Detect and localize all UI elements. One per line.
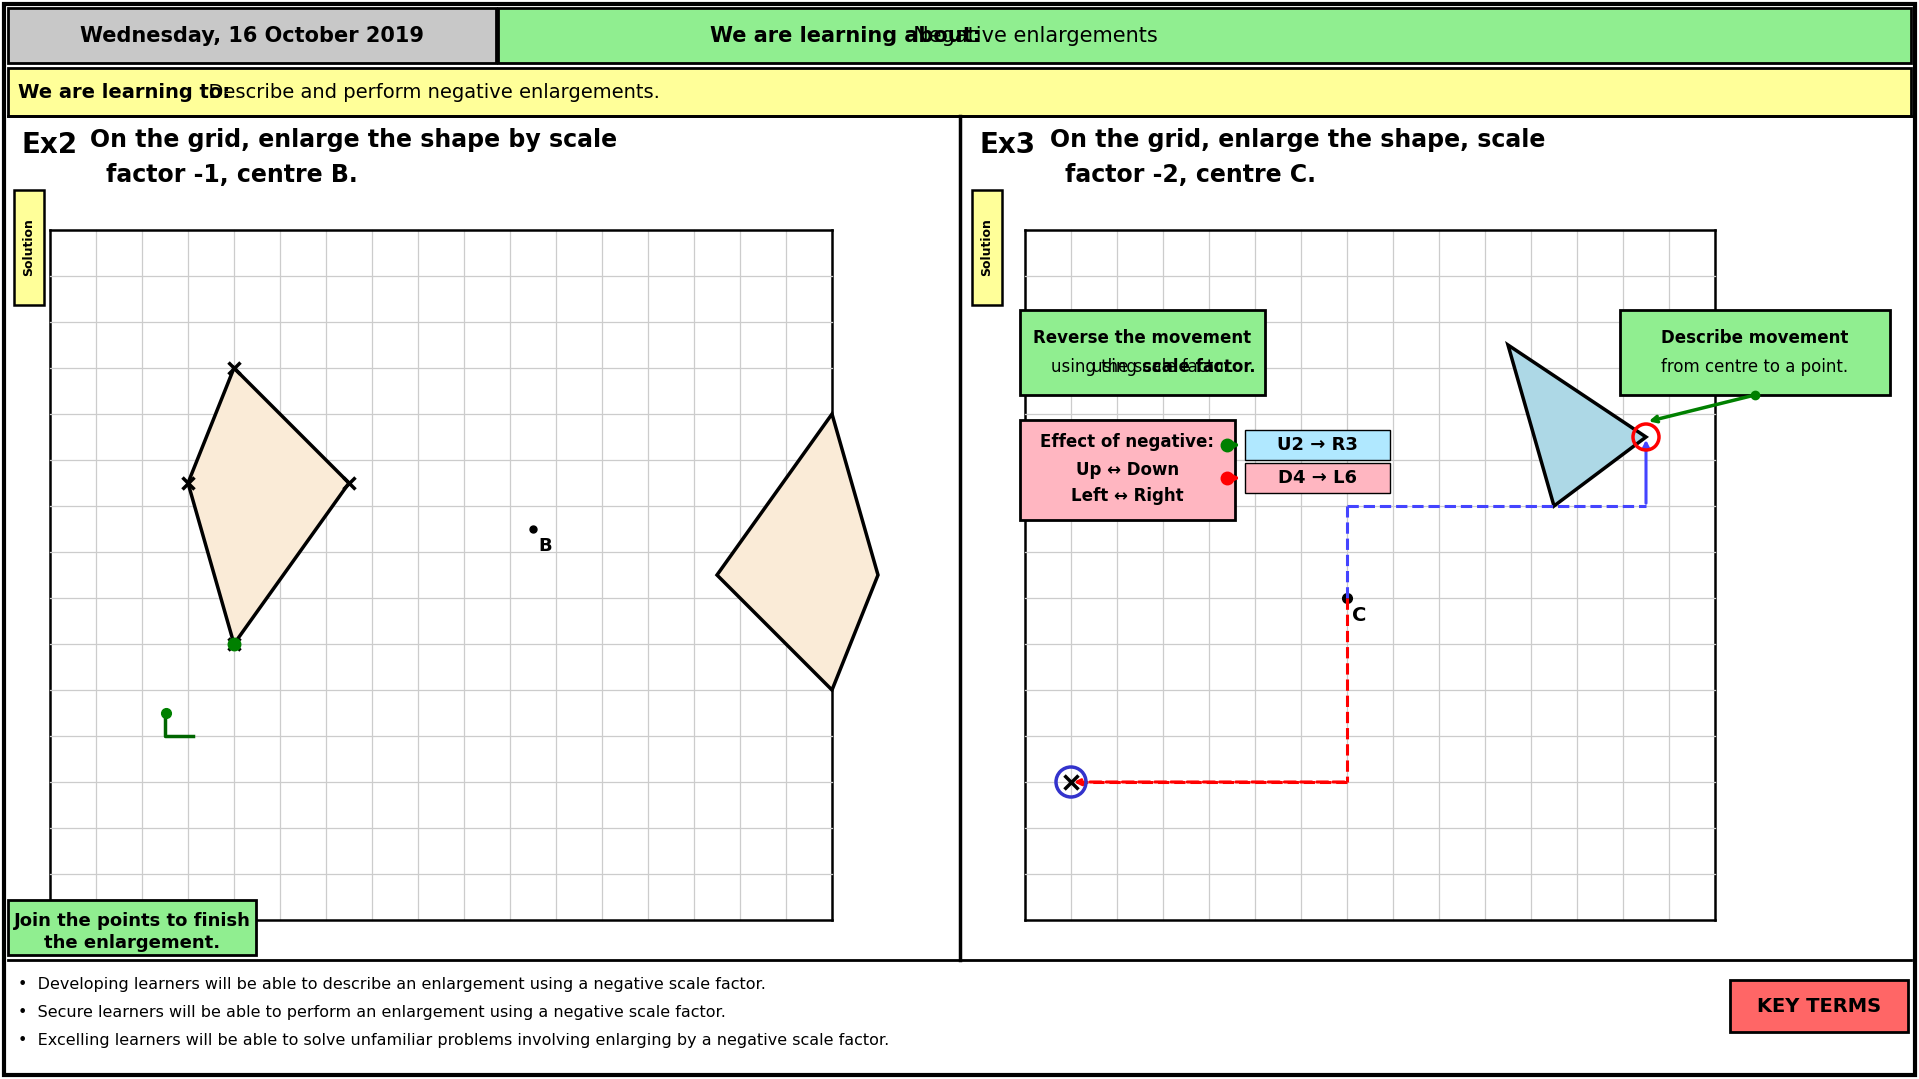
Text: Wednesday, 16 October 2019: Wednesday, 16 October 2019 <box>81 26 424 45</box>
Polygon shape <box>188 368 349 644</box>
Text: Solution: Solution <box>981 218 994 276</box>
Bar <box>13 190 44 305</box>
Text: •  Excelling learners will be able to solve unfamiliar problems involving enlarg: • Excelling learners will be able to sol… <box>17 1034 888 1049</box>
Text: using the scale factor.: using the scale factor. <box>1052 358 1234 375</box>
Text: Left ↔ Right: Left ↔ Right <box>1071 487 1184 505</box>
Text: •  Developing learners will be able to describe an enlargement using a negative : • Developing learners will be able to de… <box>17 978 766 993</box>
Polygon shape <box>718 414 879 689</box>
Bar <box>1245 431 1389 460</box>
Text: We are learning to:: We are learning to: <box>17 82 230 101</box>
Bar <box>973 190 1002 305</box>
Text: We are learning about:: We are learning about: <box>710 26 981 45</box>
Text: Ex2: Ex2 <box>21 131 79 159</box>
Text: from centre to a point.: from centre to a point. <box>1662 358 1848 375</box>
Bar <box>1245 463 1389 493</box>
Bar <box>8 68 1911 117</box>
Bar <box>1021 310 1265 395</box>
Text: factor -1, centre B.: factor -1, centre B. <box>106 163 357 187</box>
Text: Negative enlargements: Negative enlargements <box>900 26 1157 45</box>
Text: KEY TERMS: KEY TERMS <box>1758 997 1881 1015</box>
Text: Reverse the movement: Reverse the movement <box>1034 329 1251 347</box>
Bar <box>8 900 255 955</box>
Text: Up ↔ Down: Up ↔ Down <box>1077 461 1178 479</box>
Text: Describe and perform negative enlargements.: Describe and perform negative enlargemen… <box>196 82 660 101</box>
Text: using: using <box>1092 358 1142 375</box>
Text: D4 → L6: D4 → L6 <box>1278 469 1357 487</box>
Text: C: C <box>1353 606 1366 625</box>
Text: Join the points to finish: Join the points to finish <box>13 912 251 930</box>
Text: scale factor.: scale factor. <box>1142 358 1257 375</box>
Bar <box>499 8 1911 63</box>
Text: Solution: Solution <box>23 218 35 276</box>
Text: the enlargement.: the enlargement. <box>44 934 221 952</box>
Text: B: B <box>537 537 551 555</box>
Text: factor -2, centre C.: factor -2, centre C. <box>1065 163 1316 187</box>
Text: •  Secure learners will be able to perform an enlargement using a negative scale: • Secure learners will be able to perfor… <box>17 1006 725 1021</box>
Polygon shape <box>1508 345 1647 506</box>
Bar <box>8 8 495 63</box>
Text: U2 → R3: U2 → R3 <box>1276 436 1357 454</box>
Bar <box>1731 980 1907 1032</box>
Text: Ex3: Ex3 <box>981 131 1036 159</box>
Text: On the grid, enlarge the shape, scale: On the grid, enlarge the shape, scale <box>1050 128 1545 152</box>
Text: On the grid, enlarge the shape by scale: On the grid, enlarge the shape by scale <box>90 128 618 152</box>
Text: Effect of negative:: Effect of negative: <box>1040 433 1215 451</box>
Bar <box>1021 420 1236 520</box>
Bar <box>1620 310 1890 395</box>
Text: Describe movement: Describe movement <box>1662 329 1848 347</box>
